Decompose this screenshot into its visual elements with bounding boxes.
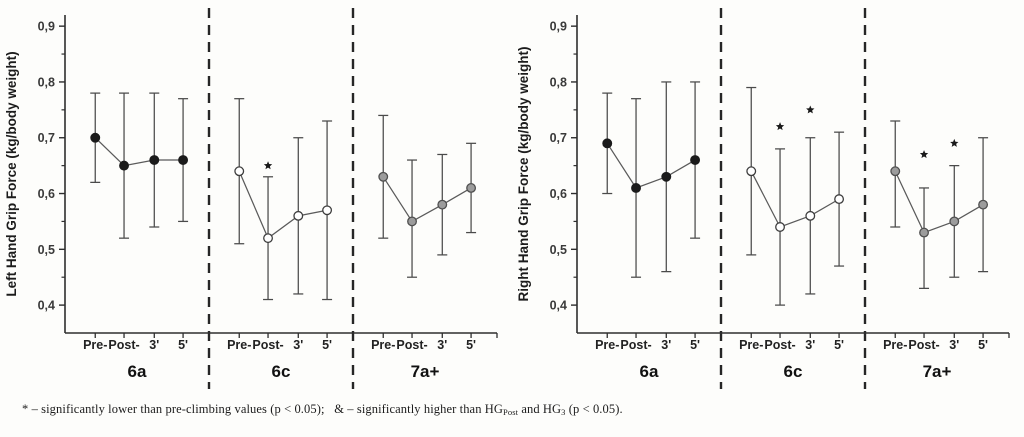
time-label: Pre- bbox=[227, 338, 251, 352]
y-tick-label: 0,5 bbox=[38, 243, 55, 257]
data-point bbox=[178, 155, 189, 166]
footnote-text: (p < 0.05). bbox=[565, 402, 623, 416]
group-label: 6c bbox=[784, 362, 803, 381]
data-point bbox=[466, 182, 477, 193]
y-tick-label: 0,6 bbox=[38, 187, 55, 201]
y-tick-label: 0,8 bbox=[550, 75, 567, 89]
time-label: Pre- bbox=[883, 338, 907, 352]
time-label: Post- bbox=[764, 338, 795, 352]
footnote-text: and HG bbox=[518, 402, 562, 416]
time-label: Pre- bbox=[739, 338, 763, 352]
series-line bbox=[238, 170, 328, 240]
series-line bbox=[94, 137, 184, 167]
time-label: 3' bbox=[661, 338, 671, 352]
data-point bbox=[234, 166, 245, 177]
data-point bbox=[602, 138, 613, 149]
series-line bbox=[894, 170, 984, 234]
data-point bbox=[919, 227, 929, 238]
data-point bbox=[949, 216, 960, 227]
data-point bbox=[631, 182, 641, 193]
right-hand-chart: 0,9 0,8 0,7 0,6 0,5 0,4 Right Hand Grip Force … bbox=[516, 8, 1010, 389]
y-tick-label: 0,9 bbox=[550, 20, 567, 34]
time-label: 5' bbox=[690, 338, 700, 352]
time-label: 5' bbox=[978, 338, 988, 352]
group-label: 6a bbox=[128, 362, 147, 381]
time-label: 3' bbox=[805, 338, 815, 352]
footnote-subscript: Post bbox=[503, 407, 519, 418]
group-label: 6a bbox=[640, 362, 659, 381]
y-tick-label: 0,6 bbox=[550, 187, 567, 201]
footnote-subscript: 3 bbox=[561, 407, 566, 418]
time-label: Post- bbox=[396, 338, 427, 352]
data-point bbox=[90, 132, 101, 143]
data-point bbox=[378, 171, 389, 182]
data-point bbox=[978, 199, 989, 210]
time-label: Pre- bbox=[371, 338, 395, 352]
data-point bbox=[119, 160, 129, 171]
significance-star bbox=[775, 122, 785, 131]
y-tick-label: 0,7 bbox=[38, 131, 55, 145]
data-point bbox=[890, 166, 901, 177]
data-point bbox=[437, 199, 448, 210]
y-tick-label: 0,7 bbox=[550, 131, 567, 145]
series-line bbox=[382, 176, 472, 223]
time-label: Post- bbox=[620, 338, 651, 352]
group-label: 6c bbox=[272, 362, 291, 381]
time-label: 5' bbox=[834, 338, 844, 352]
y-axis-title: Right Hand Grip Force (kg/body weight) bbox=[516, 47, 531, 302]
grip-force-figure: 0,9 0,8 0,7 0,6 0,5 0,4 Left Hand Grip Force (… bbox=[0, 0, 1024, 392]
time-label: Post- bbox=[908, 338, 939, 352]
time-label: 3' bbox=[949, 338, 959, 352]
significance-star bbox=[263, 161, 273, 170]
data-point bbox=[834, 194, 845, 205]
data-point bbox=[322, 205, 333, 216]
time-label: 5' bbox=[322, 338, 332, 352]
right-hand-panel: 0,9 0,8 0,7 0,6 0,5 0,4 Right Hand Grip Force … bbox=[512, 0, 1024, 392]
y-tick-label: 0,8 bbox=[38, 75, 55, 89]
group-label: 7a+ bbox=[411, 362, 440, 381]
data-point bbox=[293, 210, 304, 221]
group-label: 7a+ bbox=[923, 362, 952, 381]
time-label: Post- bbox=[108, 338, 139, 352]
time-label: Post- bbox=[252, 338, 283, 352]
left-hand-panel: 0,9 0,8 0,7 0,6 0,5 0,4 Left Hand Grip Force (… bbox=[0, 0, 512, 392]
data-point bbox=[149, 155, 160, 166]
data-point bbox=[263, 233, 273, 244]
time-label: 3' bbox=[149, 338, 159, 352]
data-point bbox=[661, 171, 672, 182]
significance-star bbox=[806, 105, 815, 114]
left-hand-chart: 0,9 0,8 0,7 0,6 0,5 0,4 Left Hand Grip Force (… bbox=[4, 8, 498, 389]
time-label: 5' bbox=[178, 338, 188, 352]
significance-footnote: * – significantly lower than pre-climbin… bbox=[0, 392, 1024, 437]
data-point bbox=[805, 210, 816, 221]
significance-star bbox=[950, 138, 959, 147]
time-label: 3' bbox=[293, 338, 303, 352]
y-tick-label: 0,9 bbox=[38, 20, 55, 34]
significance-star bbox=[919, 150, 929, 159]
series-line bbox=[750, 170, 840, 228]
footnote-text: * – significantly lower than pre-climbin… bbox=[22, 402, 504, 416]
y-tick-label: 0,4 bbox=[550, 299, 567, 313]
y-tick-label: 0,5 bbox=[550, 243, 567, 257]
series-line bbox=[606, 142, 696, 189]
y-tick-label: 0,4 bbox=[38, 299, 55, 313]
data-point bbox=[746, 166, 757, 177]
time-label: Pre- bbox=[595, 338, 619, 352]
data-point bbox=[690, 155, 701, 166]
time-label: Pre- bbox=[83, 338, 107, 352]
y-axis-title: Left Hand Grip Force (kg/body weight) bbox=[4, 51, 19, 296]
data-point bbox=[407, 216, 417, 227]
time-label: 3' bbox=[437, 338, 447, 352]
data-point bbox=[775, 222, 785, 232]
time-label: 5' bbox=[466, 338, 476, 352]
